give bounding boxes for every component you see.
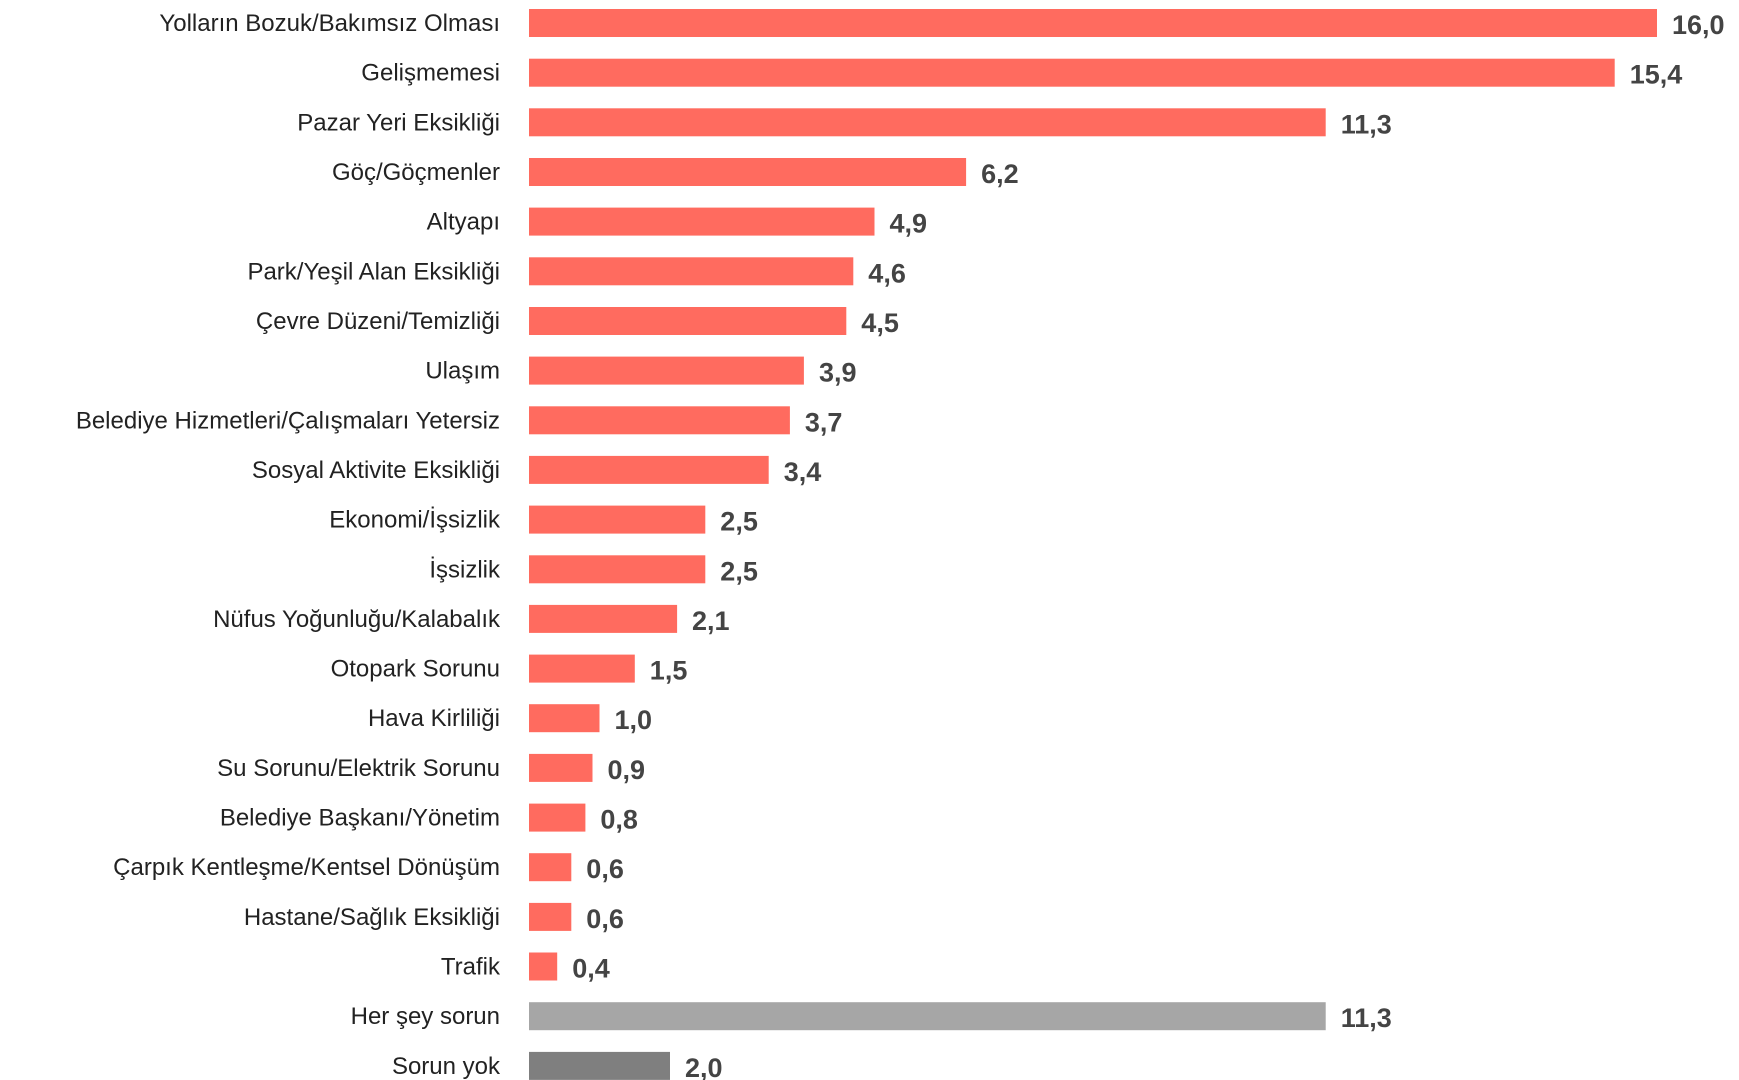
value-label: 4,6 xyxy=(868,258,906,288)
category-label: Göç/Göçmenler xyxy=(332,159,500,186)
value-label: 6,2 xyxy=(981,159,1019,189)
bar-cevre-duzeni-temizligi xyxy=(529,307,847,335)
category-label: Gelişmemesi xyxy=(361,60,500,87)
value-label: 11,3 xyxy=(1341,1003,1392,1033)
bar-altyapi xyxy=(529,207,875,236)
bar-su-sorunu-elektrik-sorunu xyxy=(529,753,593,782)
value-label: 3,4 xyxy=(784,457,822,487)
value-label: 3,9 xyxy=(819,358,857,388)
value-label: 1,0 xyxy=(615,705,653,735)
category-label: Çarpık Kentleşme/Kentsel Dönüşüm xyxy=(113,854,500,881)
value-label: 15,4 xyxy=(1630,60,1683,90)
bar-park-yesil-alan-eksikligi xyxy=(529,257,854,286)
value-label: 0,6 xyxy=(586,904,624,934)
category-label: Sorun yok xyxy=(392,1053,501,1080)
category-label: Sosyal Aktivite Eksikliği xyxy=(252,457,500,484)
bar-nufus-yogunlugu-kalabalik xyxy=(529,604,678,633)
value-label: 3,7 xyxy=(805,407,843,437)
category-label: Hava Kirliliği xyxy=(368,705,500,732)
value-label: 0,6 xyxy=(586,854,624,884)
category-label: Altyapı xyxy=(427,209,500,236)
value-labels-group: 16,0 15,4 11,3 6,2 4,9 4,6 4,53,9 3,7 3,4 2,5 2,5 2… xyxy=(572,10,1724,1080)
category-label: Nüfus Yoğunluğu/Kalabalık xyxy=(213,606,501,633)
category-label: İşsizlik xyxy=(429,556,501,583)
category-label: Hastane/Sağlık Eksikliği xyxy=(244,904,500,931)
category-label: Ulaşım xyxy=(425,358,500,385)
bar-yollarin-bozuk-bakimsiz-olmasi xyxy=(529,9,1657,37)
category-label: Her şey sorun xyxy=(351,1003,500,1030)
value-label: 2,1 xyxy=(692,606,730,636)
category-label: Su Sorunu/Elektrik Sorunu xyxy=(217,755,500,782)
bar-pazar-yeri-eksikligi xyxy=(529,108,1326,137)
bar-trafik xyxy=(529,952,558,981)
bars-group xyxy=(529,9,1657,1080)
bar-goc-gocmenler xyxy=(529,158,967,186)
value-label: 2,0 xyxy=(685,1053,723,1080)
category-label: Ekonomi/İşsizlik xyxy=(329,507,501,534)
bar-gelismemesi xyxy=(529,58,1615,87)
bar-belediye-baskani-yonetim xyxy=(529,803,586,832)
value-label: 2,5 xyxy=(720,507,758,537)
value-label: 16,0 xyxy=(1672,10,1725,40)
bar-her-sey-sorun xyxy=(529,1002,1326,1031)
value-label: 4,9 xyxy=(890,209,928,239)
bar-ekonomi-issizlik xyxy=(529,505,706,534)
category-label: Pazar Yeri Eksikliği xyxy=(297,109,500,136)
value-label: 4,5 xyxy=(861,308,899,338)
category-label: Otopark Sorunu xyxy=(331,656,500,683)
value-label: 11,3 xyxy=(1341,109,1392,139)
category-label: Çevre Düzeni/Temizliği xyxy=(256,308,500,335)
category-label: Park/Yeşil Alan Eksikliği xyxy=(247,258,500,285)
bar-hava-kirliligi xyxy=(529,704,600,733)
category-labels-group: Yolların Bozuk/Bakımsız Olması Gelişmemes… xyxy=(76,10,501,1080)
bar-otopark-sorunu xyxy=(529,654,635,683)
bar-sorun-yok xyxy=(529,1051,670,1080)
bar-ulasim xyxy=(529,356,804,385)
value-label: 0,8 xyxy=(600,805,638,835)
bar-sosyal-aktivite-eksikligi xyxy=(529,455,769,484)
value-label: 0,9 xyxy=(608,755,646,785)
category-label: Trafik xyxy=(441,954,501,981)
bar-hastane-saglik-eksikligi xyxy=(529,902,572,931)
bar-issizlik xyxy=(529,555,706,584)
value-label: 0,4 xyxy=(572,954,610,984)
bar-belediye-hizmetleri-calismalari-yetersiz xyxy=(529,406,790,435)
bar-carpik-kentlesme-kentsel-donusum xyxy=(529,853,572,882)
value-label: 2,5 xyxy=(720,556,758,586)
category-label: Yolların Bozuk/Bakımsız Olması xyxy=(159,10,500,37)
category-label: Belediye Başkanı/Yönetim xyxy=(220,805,500,832)
value-label: 1,5 xyxy=(650,656,688,686)
category-label: Belediye Hizmetleri/Çalışmaları Yetersiz xyxy=(76,407,500,434)
